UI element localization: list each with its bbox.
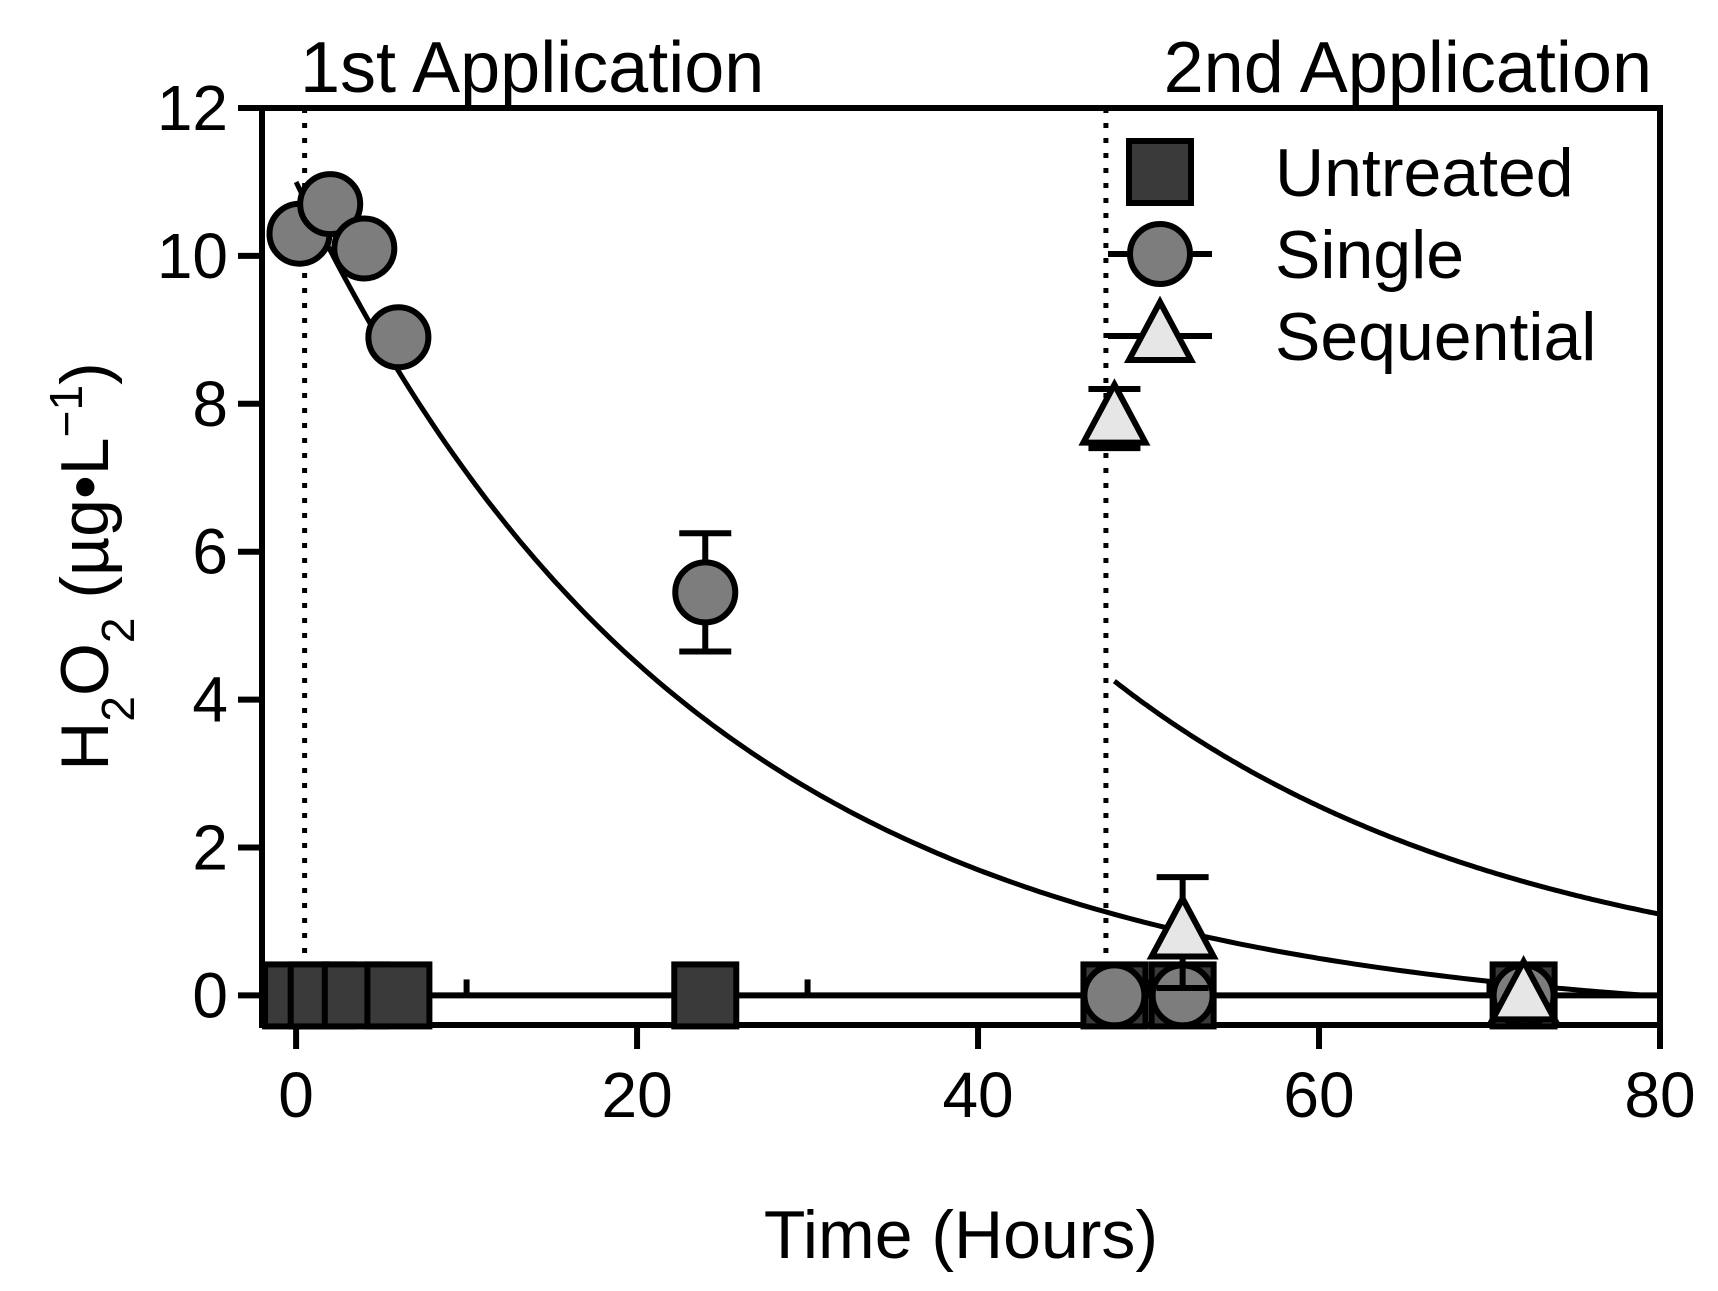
x-tick-label-20: 20 — [601, 1059, 672, 1131]
legend-marker-untreated — [1126, 138, 1194, 206]
annotations: 1st Application 2nd Application — [300, 28, 1652, 108]
point-sequential-2 — [1487, 955, 1560, 1023]
point-single-2 — [331, 215, 398, 282]
point-single-1 — [297, 171, 364, 238]
x-tick-label-0: 0 — [278, 1059, 314, 1131]
point-untreated-3 — [364, 961, 433, 1030]
y-tick-label-2: 2 — [192, 812, 228, 884]
y-tick-label-6: 6 — [192, 516, 228, 588]
y-axis-label-close: ) — [47, 362, 123, 385]
series-sequential — [1078, 378, 1560, 1023]
fit-curve-2 — [1112, 679, 1661, 917]
y-axis-label-unit: (µg•L — [47, 437, 123, 617]
point-single-5 — [1081, 962, 1148, 1029]
point-single-4 — [672, 559, 739, 626]
point-single-3 — [365, 304, 432, 371]
y-axis-label: H2O2 (µg•L−1) — [40, 362, 144, 770]
x-tick-label-80: 80 — [1624, 1059, 1695, 1131]
legend-marker-single — [1127, 221, 1193, 287]
y-tick-label-10: 10 — [157, 220, 228, 292]
x-axis-label: Time (Hours) — [764, 1197, 1158, 1273]
point-untreated-4 — [671, 961, 740, 1030]
x-tick-label-40: 40 — [942, 1059, 1013, 1131]
fit-curves — [293, 180, 1661, 998]
annotation-2nd-application: 2nd Application — [1164, 28, 1652, 108]
x-tick-label-60: 60 — [1283, 1059, 1354, 1131]
data-points — [262, 171, 1560, 1030]
y-tick-label-12: 12 — [157, 72, 228, 144]
y-axis-label-sub2: 2 — [92, 618, 144, 644]
y-axis-label-sup: −1 — [40, 385, 92, 437]
legend-label-untreated: Untreated — [1275, 135, 1574, 211]
y-tick-label-4: 4 — [192, 664, 228, 736]
legend-label-sequential: Sequential — [1275, 299, 1596, 375]
point-sequential-1 — [1146, 892, 1219, 960]
y-axis-label-sub1: 2 — [92, 696, 144, 722]
y-tick-label-8: 8 — [192, 368, 228, 440]
plot-frame — [259, 105, 1663, 1028]
y-axis-label-o: O — [47, 643, 123, 696]
annotation-1st-application: 1st Application — [300, 28, 764, 108]
legend-label-single: Single — [1275, 217, 1464, 293]
y-axis-label-h: H — [47, 722, 123, 771]
y-tick-label-0: 0 — [192, 959, 228, 1031]
point-sequential-0 — [1078, 378, 1151, 446]
axes: 0 20 40 60 80 0 2 4 6 8 10 12 — [157, 72, 1696, 1131]
legend-marker-sequential — [1123, 295, 1197, 363]
fit-curve-1 — [293, 180, 1660, 998]
